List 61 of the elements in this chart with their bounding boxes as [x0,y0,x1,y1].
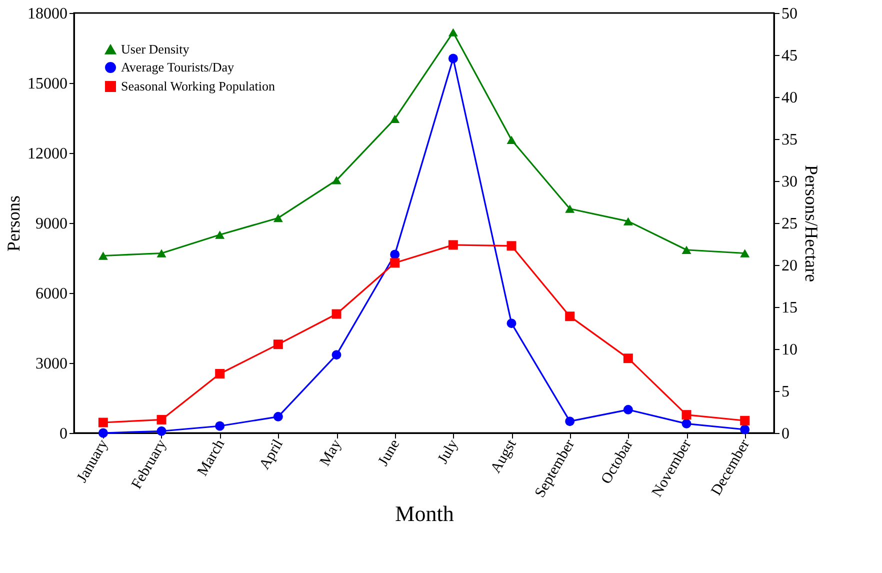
point [565,312,575,322]
point [390,250,400,260]
y2-tick-label: 40 [782,90,798,106]
point [273,412,283,422]
point [682,246,692,254]
x-tick-label: July [435,436,462,467]
y-tick-label: 15000 [28,76,68,92]
y-tick-label: 18000 [28,6,68,22]
point [623,404,633,414]
legend-label: User Density [121,42,190,56]
x-axis-title: Month [395,501,454,526]
point [506,318,516,328]
y2-tick-label: 50 [782,6,798,22]
point [273,214,283,222]
point [565,204,575,213]
y-tick-label: 9000 [36,216,68,232]
y2-tick-label: 45 [782,48,798,64]
y2-tick-label: 25 [782,216,798,232]
y2-axis-title: Persons/Hectare [802,165,822,282]
point [390,114,400,123]
point [682,418,692,428]
point [740,424,750,434]
point [156,414,166,424]
point [215,230,225,239]
point [682,410,692,420]
point [565,416,575,426]
y2-tick-label: 10 [782,342,798,358]
point [332,176,342,184]
y-tick-label: 0 [60,426,68,442]
point [273,340,283,350]
point [156,426,166,436]
y-tick-label: 6000 [36,286,68,302]
point [448,54,458,64]
point [98,418,108,428]
y2-tick-label: 0 [782,426,790,442]
point [332,350,342,360]
point [506,136,516,144]
y-tick-label: 12000 [28,146,68,162]
y-tick-label: 3000 [36,356,68,372]
legend-label: Seasonal Working Population [121,78,276,94]
point [448,240,458,250]
point [98,252,108,260]
legend-label: Average Tourists/Day [121,60,235,74]
y2-tick-label: 20 [782,258,798,274]
point [740,249,750,258]
point [623,354,633,364]
point [156,249,166,258]
point [215,368,225,378]
point [332,309,342,319]
point [623,217,633,226]
y2-tick-label: 15 [782,300,798,316]
point [506,241,516,251]
point [98,428,108,438]
y2-tick-label: 35 [782,132,798,148]
y2-tick-label: 30 [782,174,798,190]
y-axis-title: Persons [4,195,24,252]
point [448,28,458,36]
y2-tick-label: 5 [782,384,790,400]
point [740,416,750,426]
point [215,421,225,431]
point [390,258,400,268]
